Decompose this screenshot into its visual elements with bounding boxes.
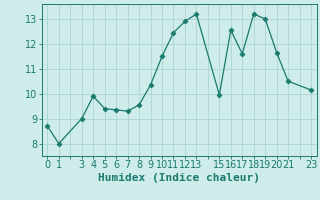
X-axis label: Humidex (Indice chaleur): Humidex (Indice chaleur) [98, 173, 260, 183]
